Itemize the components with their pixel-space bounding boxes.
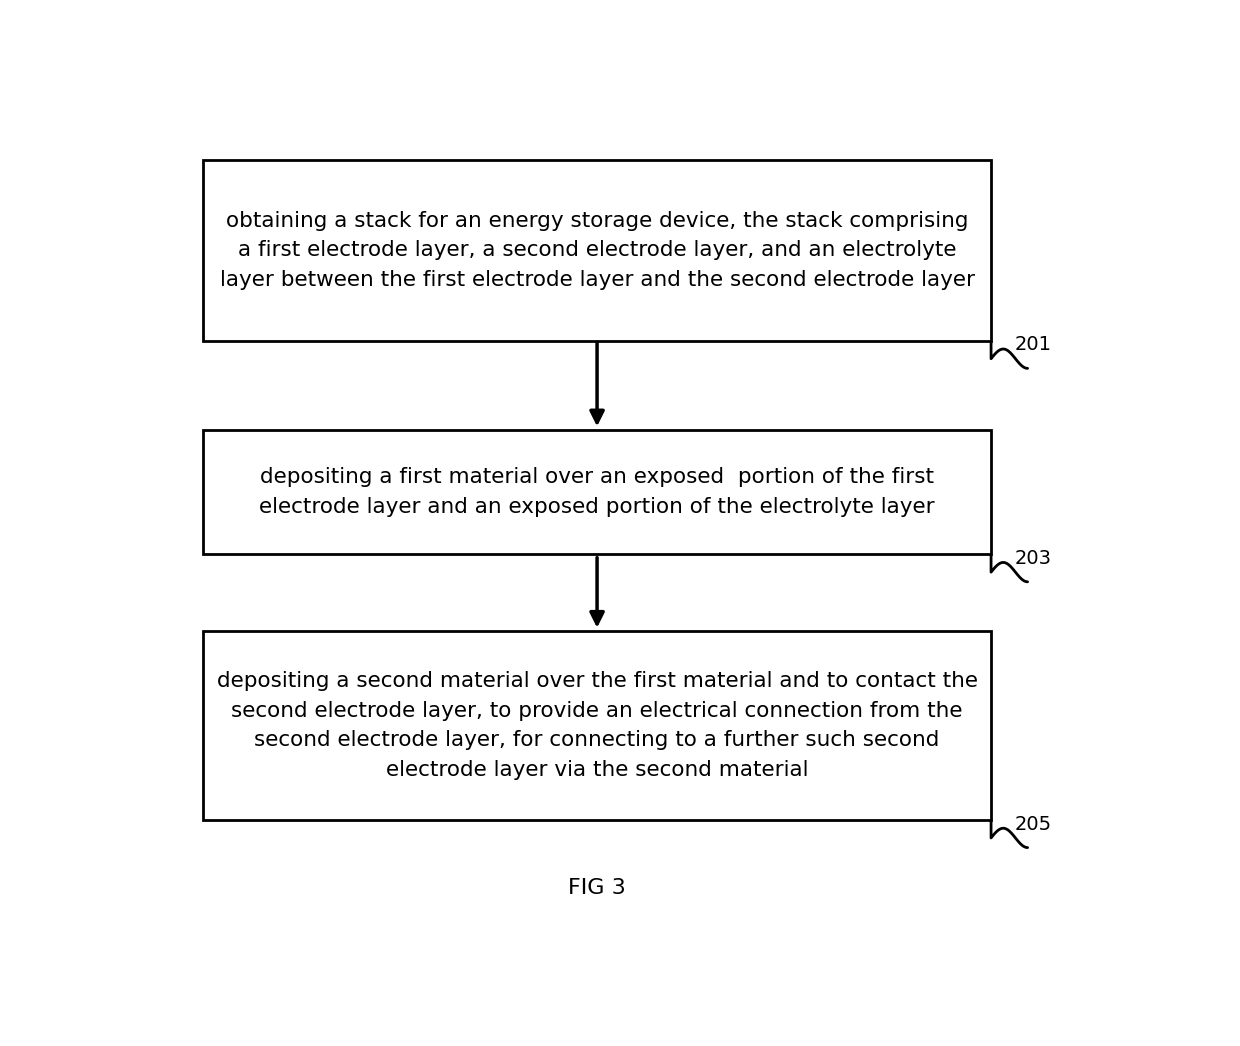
FancyBboxPatch shape xyxy=(203,631,991,820)
FancyBboxPatch shape xyxy=(203,430,991,554)
Text: depositing a first material over an exposed  portion of the first
electrode laye: depositing a first material over an expo… xyxy=(259,468,935,517)
FancyBboxPatch shape xyxy=(203,160,991,341)
Text: 205: 205 xyxy=(1016,815,1053,834)
Text: depositing a second material over the first material and to contact the
second e: depositing a second material over the fi… xyxy=(217,672,977,780)
Text: 201: 201 xyxy=(1016,335,1052,355)
Text: FIG 3: FIG 3 xyxy=(568,879,626,899)
Text: obtaining a stack for an energy storage device, the stack comprising
a first ele: obtaining a stack for an energy storage … xyxy=(219,210,975,290)
Text: 203: 203 xyxy=(1016,548,1052,568)
